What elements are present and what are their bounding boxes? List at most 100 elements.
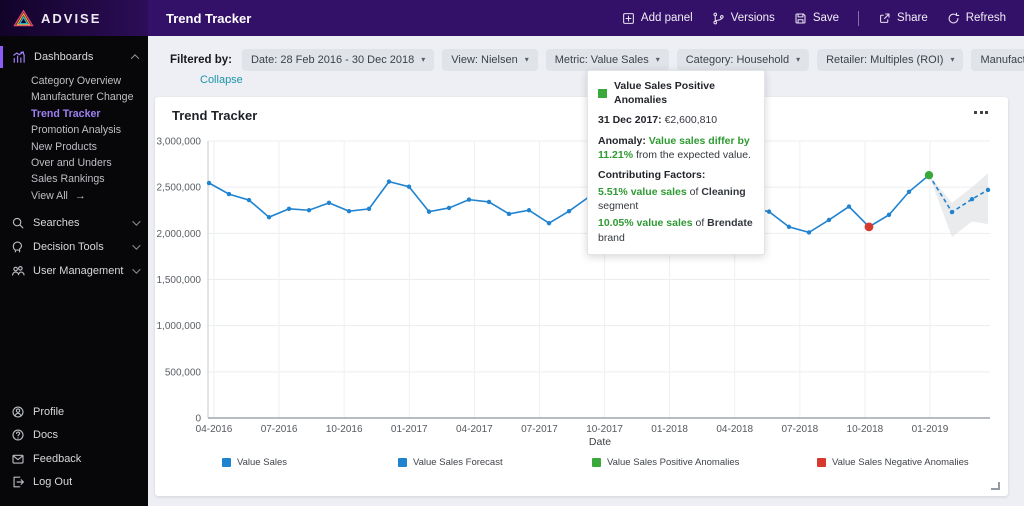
panel-menu-button[interactable] [970,107,992,118]
data-point[interactable] [206,180,212,186]
data-point[interactable] [466,197,472,202]
data-point[interactable] [326,200,332,206]
forecast-point[interactable] [969,196,975,202]
data-point[interactable] [906,189,912,194]
collapse-filters-link[interactable]: Collapse [200,74,243,86]
topbar-actions: Add panel Versions Save Share Refresh [622,10,1024,26]
data-point[interactable] [846,204,852,209]
legend-label: Value Sales [237,457,287,468]
filter-pill-retailer[interactable]: Retailer: Multiples (ROI) ▾ [817,48,964,71]
sidebar-item-feedback[interactable]: Feedback [0,447,148,471]
sidebar-item-trend-tracker[interactable]: Trend Tracker [31,107,101,120]
filter-pill-manufacturer[interactable]: Manufacturer: ALL▾ [971,48,1024,71]
versions-icon [712,12,725,25]
refresh-button[interactable]: Refresh [947,12,1006,25]
negative-anomaly-point[interactable] [864,222,874,232]
data-point[interactable] [406,184,412,189]
sidebar-item-label: Log Out [33,476,73,489]
data-point[interactable] [826,217,832,223]
add-panel-icon [622,12,635,25]
sidebar-item-manufacturer-change[interactable]: Manufacturer Change [31,91,134,104]
legend-item-value-sales-positive-anomalies[interactable]: Value Sales Positive Anomalies [592,457,739,468]
sidebar-item-new-products[interactable]: New Products [31,140,97,153]
sidebar-item-view-all[interactable]: View All → [0,188,148,204]
legend-item-value-sales-negative-anomalies[interactable]: Value Sales Negative Anomalies [817,457,969,468]
sidebar-item-profile[interactable]: Profile [0,400,148,424]
filter-pill-category[interactable]: Category: Household ▾ [676,48,810,71]
data-point[interactable] [886,212,892,218]
app-logo[interactable]: ADVISE [0,0,148,36]
sidebar-item-decision-tools[interactable]: Decision Tools [0,235,148,259]
x-axis-tick-label: 10-2018 [847,424,884,435]
filter-pill-label: Date: 28 Feb 2016 - 30 Dec 2018 [250,53,415,66]
tooltip-anomaly-rest: from the expected value. [635,148,751,161]
data-point[interactable] [506,211,512,217]
forecast-point[interactable] [985,187,991,193]
sidebar-item-log-out[interactable]: Log Out [0,471,148,495]
tooltip-factor-line: 5.51% value sales of Cleaning segment [598,186,746,213]
x-axis-tick-label: 07-2016 [261,424,298,435]
legend-item-value-sales-forecast[interactable]: Value Sales Forecast [398,457,503,468]
sidebar-item-category-overview[interactable]: Category Overview [31,75,122,87]
page-title: Trend Tracker [166,10,252,26]
filter-pill-view[interactable]: View: Nielsen ▾ [442,48,538,71]
data-point[interactable] [566,208,572,214]
filter-pills: Date: 28 Feb 2016 - 30 Dec 2018 ▾ View: Ni… [241,48,1024,71]
sidebar-item-dashboards[interactable]: Dashboards [0,46,148,68]
data-point[interactable] [546,220,552,226]
positive-anomaly-point[interactable] [924,170,934,180]
data-point[interactable] [346,208,352,214]
sidebar-item-label: Dashboards [34,51,94,63]
share-button[interactable]: Share [878,12,928,25]
sidebar-item-promotion-analysis[interactable]: Promotion Analysis [31,124,122,137]
sidebar-item-label: Profile [33,405,65,418]
forecast-point[interactable] [949,209,955,215]
data-point[interactable] [526,208,532,213]
topbar-divider [858,10,860,26]
feedback-icon [11,452,25,466]
sidebar-item-docs[interactable]: Docs [0,424,148,448]
y-axis-tick-label: 2,000,000 [157,229,202,240]
filter-pill-metric[interactable]: Metric: Value Sales ▾ [545,48,669,71]
sidebar-item-sales-rankings[interactable]: Sales Rankings [31,173,105,186]
y-axis-tick-label: 1,500,000 [157,275,202,286]
filter-pill-date[interactable]: Date: 28 Feb 2016 - 30 Dec 2018 ▾ [241,48,435,71]
sidebar-item-user-management[interactable]: User Management [0,259,148,283]
data-point[interactable] [366,206,372,212]
chart-legend: Value Sales Value Sales Forecast Value Sal… [155,457,1008,477]
data-point[interactable] [786,224,792,230]
versions-button[interactable]: Versions [712,12,775,25]
data-point[interactable] [486,199,492,205]
sidebar-item-label: Feedback [33,452,82,465]
user-management-icon [11,264,25,278]
tooltip-factors: 5.51% value sales of Cleaning segment 10.… [598,185,754,245]
data-point[interactable] [766,209,772,214]
sidebar-item-searches[interactable]: Searches [0,211,148,235]
sidebar-item-label: Docs [33,429,59,442]
save-button[interactable]: Save [794,12,839,25]
x-axis-tick-label: 01-2018 [651,424,688,435]
save-icon [794,12,807,25]
x-axis-tick-label: 01-2017 [391,424,428,435]
data-point[interactable] [246,197,252,203]
panel-resize-handle[interactable] [991,482,1000,490]
data-point[interactable] [386,179,392,184]
data-point[interactable] [446,205,452,211]
add-panel-button[interactable]: Add panel [622,12,693,25]
data-point[interactable] [286,206,292,212]
tooltip-series-name: Value Sales Positive Anomalies [614,80,715,107]
tooltip-anomaly-label: Anomaly: [598,134,646,147]
data-point[interactable] [806,230,812,235]
legend-item-value-sales[interactable]: Value Sales [222,457,287,468]
filter-pill-label: Retailer: Multiples (ROI) [826,53,944,66]
arrow-right-icon: → [74,189,86,202]
sidebar-item-over-and-unders[interactable]: Over and Unders [31,156,112,169]
tooltip-anomaly-line: Anomaly: Value sales differ by 11.21% fr… [598,134,754,162]
data-point[interactable] [266,214,272,220]
data-point[interactable] [426,209,432,214]
caret-down-icon: ▾ [950,55,955,64]
y-axis-tick-label: 2,500,000 [157,183,202,194]
data-point[interactable] [306,208,312,213]
data-point[interactable] [226,191,232,197]
button-label: Add panel [640,12,693,24]
